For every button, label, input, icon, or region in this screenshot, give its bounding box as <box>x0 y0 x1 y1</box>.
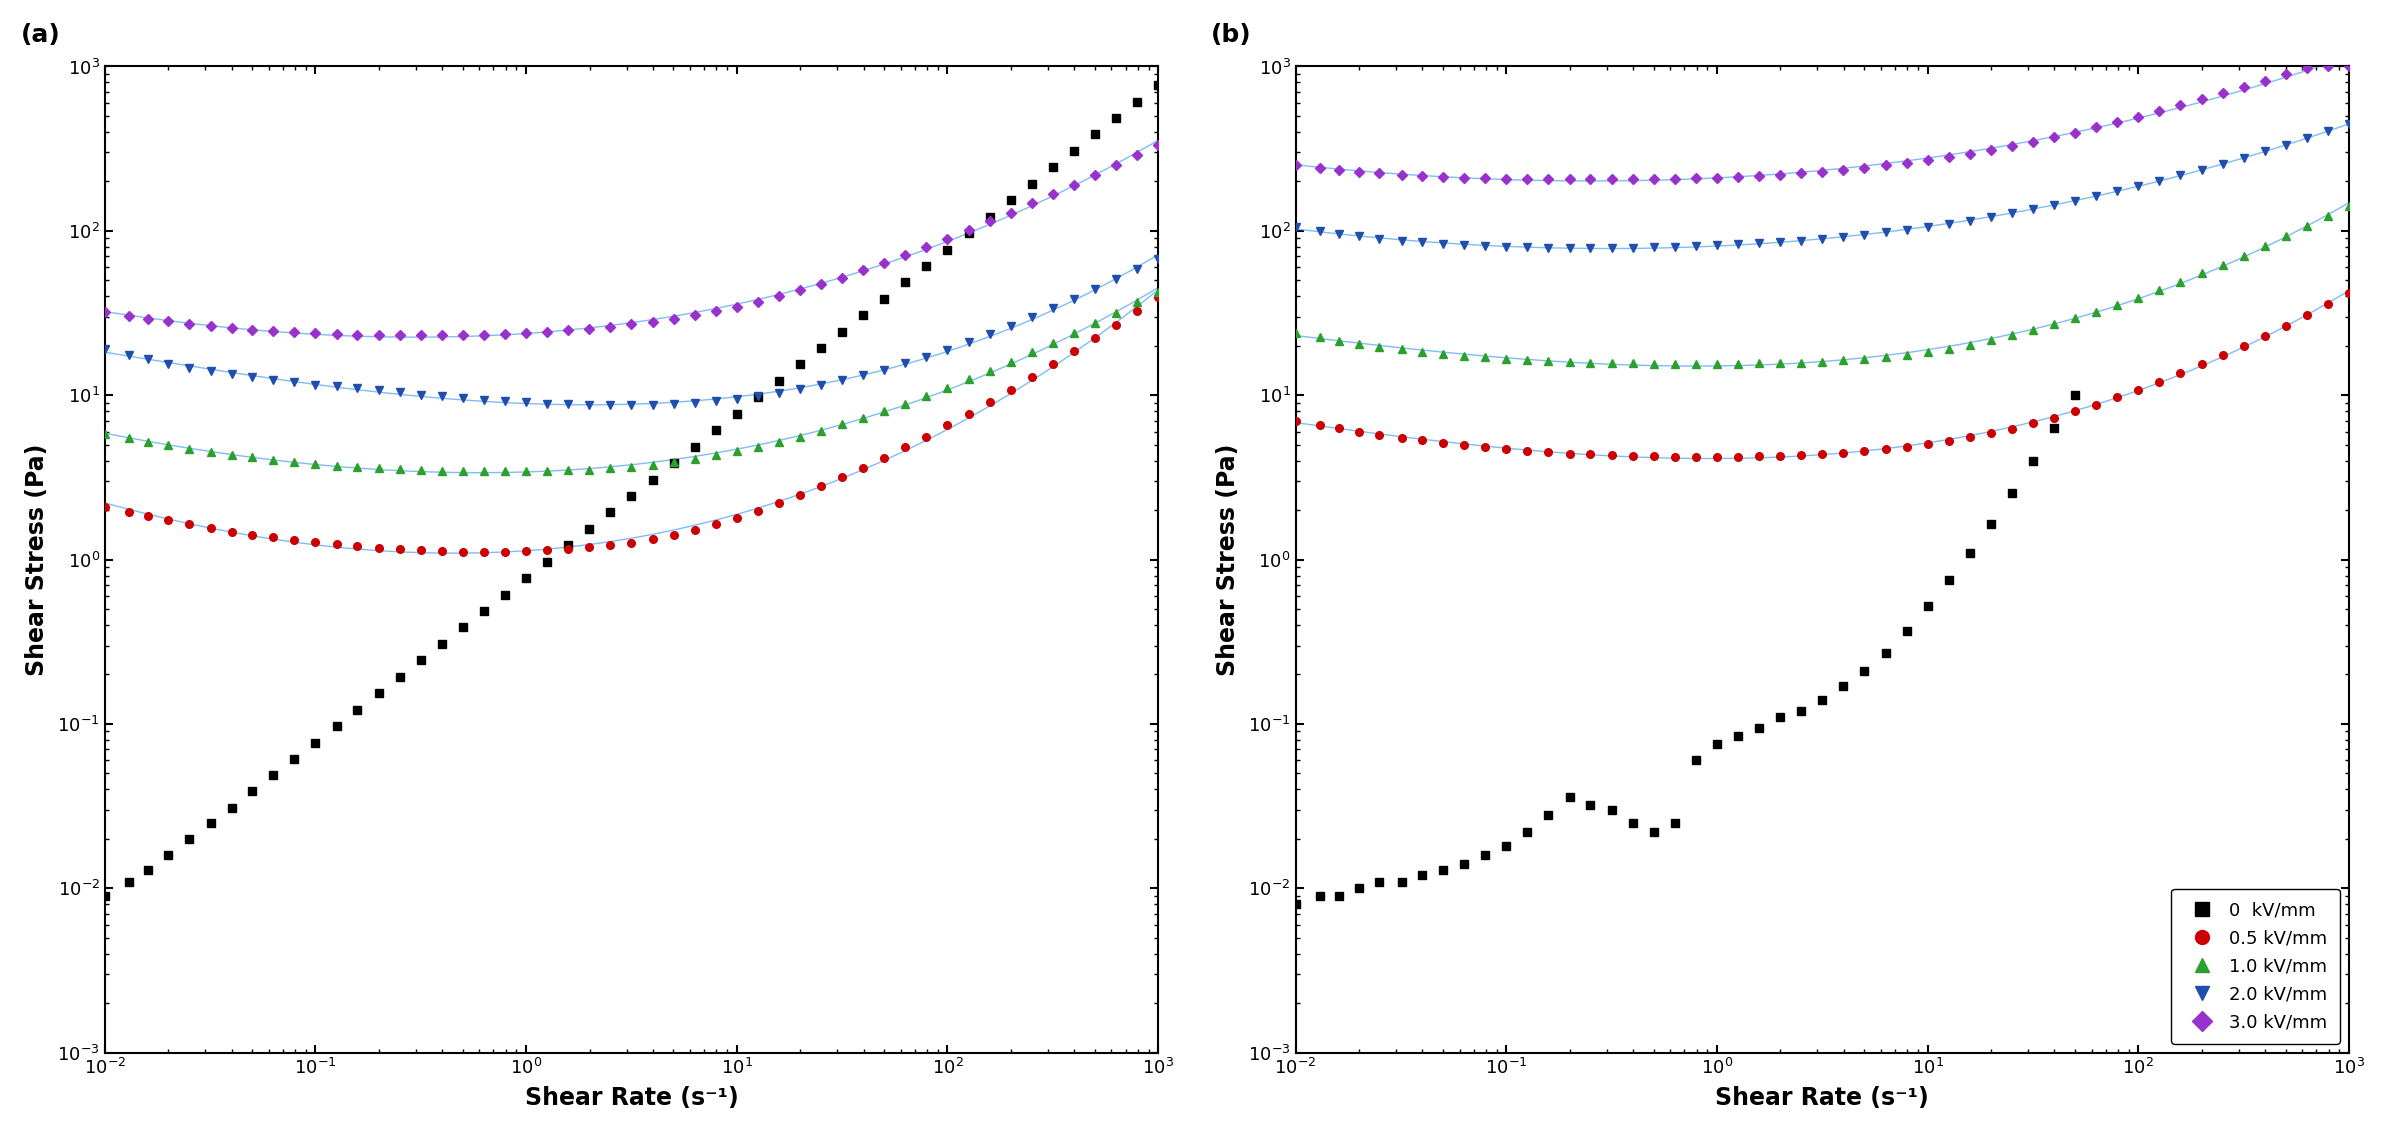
Y-axis label: Shear Stress (Pa): Shear Stress (Pa) <box>24 444 50 675</box>
X-axis label: Shear Rate (s⁻¹): Shear Rate (s⁻¹) <box>523 1086 739 1110</box>
Legend: 0  kV/mm, 0.5 kV/mm, 1.0 kV/mm, 2.0 kV/mm, 3.0 kV/mm: 0 kV/mm, 0.5 kV/mm, 1.0 kV/mm, 2.0 kV/mm… <box>2173 889 2340 1044</box>
Y-axis label: Shear Stress (Pa): Shear Stress (Pa) <box>1217 444 1240 675</box>
Text: (b): (b) <box>1212 23 1252 47</box>
X-axis label: Shear Rate (s⁻¹): Shear Rate (s⁻¹) <box>1716 1086 1929 1110</box>
Text: (a): (a) <box>22 23 60 47</box>
